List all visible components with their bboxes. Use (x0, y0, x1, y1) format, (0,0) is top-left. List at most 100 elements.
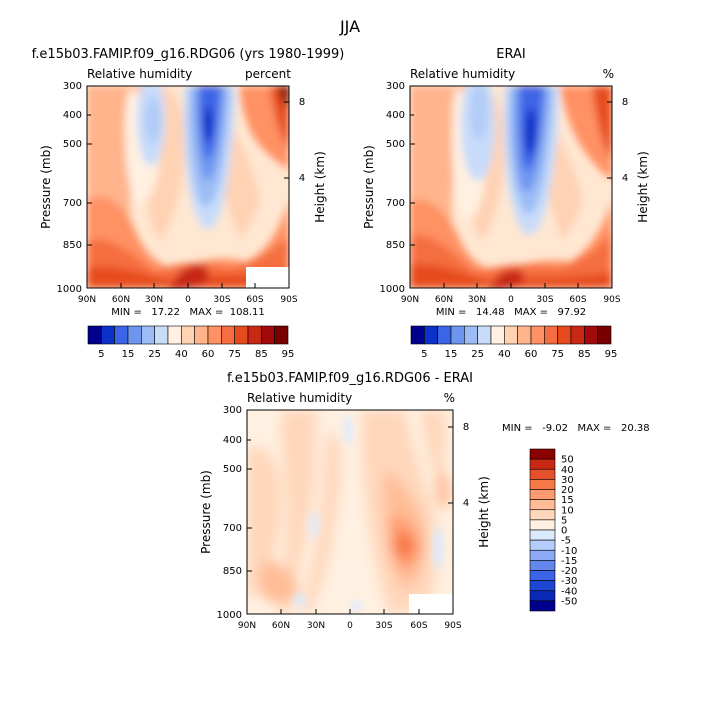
panel-diff-ylabel-right: Height (km) (477, 476, 491, 547)
panel-diff-ytick-700: 700 (223, 523, 242, 534)
panel-obs-xtick-60S: 60S (569, 295, 586, 305)
panel-obs-xtick-60N: 60N (435, 295, 453, 305)
colorbar-obs-label: 95 (605, 349, 618, 360)
colorbar-model-swatch (167, 325, 182, 345)
panel-model-ytick-1000: 1000 (57, 284, 82, 295)
colorbar-diff-swatch (529, 590, 556, 602)
panel-model-left-label: Relative humidity (87, 67, 192, 81)
colorbar-diff-label: 15 (561, 495, 574, 506)
colorbar-model-label: 15 (122, 349, 135, 360)
colorbar-obs-swatch (544, 325, 558, 345)
panel-obs-xtick-30N: 30N (468, 295, 486, 305)
colorbar-model-label: 25 (148, 349, 161, 360)
panel-obs-y-axis: Pressure (mb) 300 400 500 700 850 1000 (362, 81, 415, 295)
colorbar-diff-label: -20 (561, 566, 577, 577)
colorbar-diff-swatch (529, 549, 556, 561)
panel-obs-xtick-30S: 30S (536, 295, 553, 305)
panel-obs-field (410, 86, 612, 288)
colorbar-obs-swatch (584, 325, 598, 345)
colorbar-diff-label: 5 (561, 515, 567, 526)
panel-model: f.e15b03.FAMIP.f09_g16.RDG06 (yrs 1980-1… (32, 47, 345, 318)
colorbar-diff-swatch (529, 509, 556, 521)
colorbar-model-label: 95 (282, 349, 295, 360)
panel-model-xtick-60S: 60S (246, 295, 263, 305)
panel-diff-left-label: Relative humidity (247, 391, 352, 405)
colorbar-model-swatch (141, 325, 155, 345)
colorbar-model-swatch (261, 325, 275, 345)
panel-diff-xtick-90S: 90S (444, 621, 461, 631)
panel-obs: ERAI Relative humidity % (362, 47, 650, 318)
colorbar-diff-label: 10 (561, 505, 574, 516)
colorbar-model-swatch (181, 325, 195, 345)
colorbar-diff-swatch (529, 519, 556, 531)
panel-model-xtick-90N: 90N (78, 295, 96, 305)
panel-obs-title: ERAI (496, 47, 525, 62)
colorbar-model-swatch (234, 325, 249, 345)
colorbar-obs-swatch (557, 325, 572, 345)
colorbar-diff-swatch (529, 539, 556, 551)
panel-model-ytick-700: 700 (63, 198, 82, 209)
colorbar-obs-swatch (464, 325, 478, 345)
colorbar-diff-swatch (529, 468, 556, 480)
colorbar-obs-swatch (530, 325, 545, 345)
figure-title: JJA (339, 17, 360, 36)
panel-diff-y-axis: Pressure (mb) 300 400 500 700 850 1000 (199, 405, 252, 621)
colorbar-diff-swatch (529, 580, 556, 592)
panel-model-xtick-30N: 30N (145, 295, 163, 305)
panel-model-ytick-400: 400 (63, 110, 82, 121)
colorbar-diff-label: -30 (561, 576, 577, 587)
panel-diff-title: f.e15b03.FAMIP.f09_g16.RDG06 - ERAI (227, 371, 473, 386)
colorbar-obs-swatch (597, 325, 612, 345)
panel-obs-left-label: Relative humidity (410, 67, 515, 81)
panel-diff-ytick-300: 300 (223, 405, 242, 416)
panel-model-xtick-60N: 60N (112, 295, 130, 305)
colorbar-diff-label: -5 (561, 536, 571, 547)
colorbar-diff-label: 0 (561, 526, 567, 537)
colorbar-diff-label: -15 (561, 556, 577, 567)
panel-obs-ytick-500: 500 (386, 139, 405, 150)
panel-model-right-label: percent (245, 67, 291, 81)
panel-model-ytick-850: 850 (63, 240, 82, 251)
panel-model-field (87, 86, 289, 288)
panel-diff-xtick-60N: 60N (272, 621, 290, 631)
panel-diff-ytick-400: 400 (223, 435, 242, 446)
colorbar-obs-swatch (410, 325, 425, 345)
colorbar-diff-swatch (529, 458, 556, 470)
colorbar-obs-swatch (477, 325, 492, 345)
colorbar-obs-label: 40 (498, 349, 511, 360)
panel-diff-ytick-500: 500 (223, 464, 242, 475)
colorbar-model-label: 75 (228, 349, 241, 360)
panel-diff-right-label: % (444, 391, 455, 405)
panel-obs-ytick-300: 300 (386, 81, 405, 92)
panel-obs-ytick-850: 850 (386, 240, 405, 251)
colorbar-diff-swatch (529, 499, 556, 511)
colorbar-diff-swatch (529, 479, 556, 490)
colorbar-model-swatch (127, 325, 142, 345)
colorbar-model-label: 85 (255, 349, 268, 360)
panel-diff: f.e15b03.FAMIP.f09_g16.RDG06 - ERAI Rela… (199, 371, 650, 631)
panel-model-x-axis: 90N 60N 30N 0 30S 60S 90S (78, 283, 298, 305)
panel-diff-ytick-850: 850 (223, 566, 242, 577)
panel-model-xtick-30S: 30S (213, 295, 230, 305)
panel-model-ylabel-right: Height (km) (313, 151, 327, 222)
colorbar-diff-label: -40 (561, 586, 577, 597)
panel-diff-stats: MIN = -9.02 MAX = 20.38 (502, 423, 650, 434)
panel-obs-stats: MIN = 14.48 MAX = 97.92 (436, 307, 586, 318)
colorbar-model-label: 5 (98, 349, 104, 360)
panel-model-ytick-300: 300 (63, 81, 82, 92)
colorbar-model-swatch (101, 325, 115, 345)
panel-model-height-8: 8 (299, 97, 305, 108)
colorbar-diff-swatch (529, 529, 556, 541)
panel-obs-ytick-1000: 1000 (380, 284, 405, 295)
colorbar-diff-swatch (529, 448, 556, 460)
panel-diff-xtick-90N: 90N (238, 621, 256, 631)
panel-obs-ytick-700: 700 (386, 198, 405, 209)
colorbar-diff-label: -50 (561, 596, 577, 607)
panel-model-y-axis: Pressure (mb) 300 400 500 700 850 1000 (39, 81, 92, 295)
colorbar-diff-swatch (529, 489, 556, 500)
panel-diff-height-8: 8 (463, 422, 469, 433)
colorbar-model-swatch (221, 325, 235, 345)
panel-model-stats: MIN = 17.22 MAX = 108.11 (111, 307, 265, 318)
panel-diff-xtick-60S: 60S (410, 621, 427, 631)
panel-model-xtick-90S: 90S (280, 295, 297, 305)
